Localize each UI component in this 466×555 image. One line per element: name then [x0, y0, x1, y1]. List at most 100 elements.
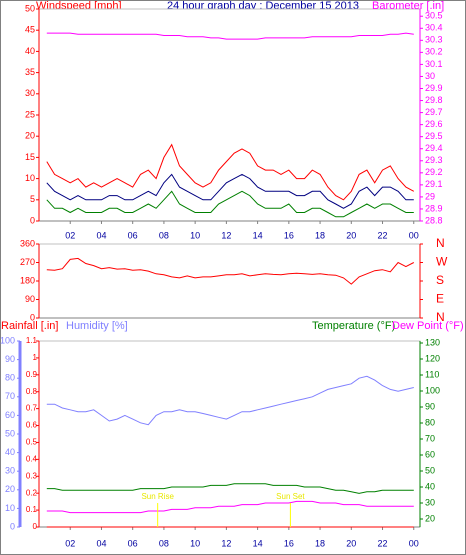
y-tick-label: 40: [5, 447, 15, 457]
y-tick-label: 29: [425, 191, 435, 201]
series-line: [46, 483, 414, 494]
plot-area: [38, 243, 421, 319]
y-tick-label: 30: [425, 497, 435, 507]
series-line: [46, 500, 414, 514]
x-tick-label: 06: [128, 538, 138, 548]
y-tick-label: 29.9: [425, 83, 443, 93]
y-tick-label: 0.4: [26, 454, 38, 463]
y-tick-label: 90: [25, 294, 35, 304]
y-axis-title: Windspeed [mph]: [36, 0, 122, 12]
x-tick-label: 04: [96, 538, 106, 548]
y-tick-label: 29.3: [425, 155, 443, 165]
y-tick-label: 180: [20, 275, 35, 285]
y-tick-label: 30.1: [425, 59, 443, 69]
y-tick-label: 29.4: [425, 143, 443, 153]
x-tick-label: 00: [409, 538, 419, 548]
y-tick-label: 28.9: [425, 203, 443, 213]
y-tick-label: 90: [425, 401, 435, 411]
series-line: [46, 375, 414, 426]
y-tick-label: 30.2: [425, 47, 443, 57]
y-tick-label: N: [436, 236, 445, 250]
y-tick-label: 90: [5, 354, 15, 364]
x-tick-label: 08: [159, 230, 169, 240]
x-tick-label: 02: [65, 230, 75, 240]
annotation: Sun Rise: [141, 492, 174, 501]
y-tick-label: 360: [20, 238, 35, 248]
x-tick-label: 22: [378, 230, 388, 240]
y-tick-label: 0.2: [26, 488, 38, 497]
y-tick-label: 100: [425, 385, 440, 395]
y-tick-label: S: [436, 273, 444, 287]
x-tick-label: 18: [315, 230, 325, 240]
y-tick-label: 29.1: [425, 179, 443, 189]
y-tick-label: 0.5: [26, 438, 38, 447]
x-tick-label: 16: [284, 230, 294, 240]
x-tick-label: 14: [253, 538, 263, 548]
y-tick-label: 80: [425, 417, 435, 427]
x-tick-label: 16: [284, 538, 294, 548]
series-name: Rainfall [.in]: [1, 320, 58, 332]
y-tick-label: 40: [25, 46, 35, 56]
y-tick-label: 0: [33, 522, 38, 531]
y-tick-label: 0.8: [26, 387, 38, 396]
y-tick-label: 29.5: [425, 131, 443, 141]
y-tick-label: 0.1: [26, 505, 38, 514]
y-tick-label: 29.2: [425, 167, 443, 177]
y-tick-label: 0: [30, 215, 35, 225]
y-tick-label: 30.3: [425, 35, 443, 45]
x-tick-label: 10: [190, 230, 200, 240]
y-tick-label: 30.4: [425, 23, 443, 33]
y-tick-label: 40: [425, 481, 435, 491]
y-tick-label: 0.3: [26, 471, 38, 480]
y-tick-label: 30: [425, 71, 435, 81]
series-name: Temperature (°F): [312, 320, 395, 332]
y-tick-label: 15: [25, 152, 35, 162]
y-tick-label: 35: [25, 67, 35, 77]
y-tick-label: N: [436, 310, 445, 324]
series-name: Barometer [.in]: [372, 0, 444, 12]
y-tick-label: 29.7: [425, 107, 443, 117]
y-tick-label: 10: [5, 503, 15, 513]
y-tick-label: 30.5: [425, 11, 443, 21]
x-tick-label: 20: [346, 538, 356, 548]
y-tick-label: 30: [25, 88, 35, 98]
x-tick-label: 14: [253, 230, 263, 240]
y-tick-label: 29.8: [425, 95, 443, 105]
series-line: [46, 32, 414, 40]
y-tick-label: 30: [5, 466, 15, 476]
annotation: Sun Set: [276, 492, 305, 501]
y-tick-label: 25: [25, 109, 35, 119]
chart-title: 24 hour graph day : December 15 2013: [167, 0, 359, 12]
y-tick-label: E: [436, 292, 444, 306]
y-tick-label: 50: [5, 428, 15, 438]
x-tick-label: 18: [315, 538, 325, 548]
y-tick-label: 20: [25, 131, 35, 141]
y-tick-label: 0.7: [26, 404, 38, 413]
y-tick-label: 20: [5, 484, 15, 494]
y-tick-label: 1.1: [26, 336, 38, 345]
x-tick-label: 06: [128, 230, 138, 240]
plot-area: [38, 340, 421, 528]
y-tick-label: 0.9: [26, 370, 38, 379]
y-tick-label: W: [436, 255, 448, 269]
y-tick-label: 80: [5, 373, 15, 383]
series-name: Dew Point (°F): [392, 320, 464, 332]
y-tick-label: 110: [425, 369, 439, 379]
y-tick-label: 1: [33, 353, 38, 362]
y-tick-label: 0.6: [26, 421, 38, 430]
y-tick-label: 0: [30, 312, 35, 322]
y-tick-label: 45: [25, 25, 35, 35]
series-line: [46, 190, 414, 218]
x-tick-label: 02: [65, 538, 75, 548]
x-tick-label: 12: [221, 230, 231, 240]
y-tick-label: 70: [5, 391, 15, 401]
series-line: [46, 257, 415, 285]
x-tick-label: 22: [378, 538, 388, 548]
y-tick-label: 50: [425, 465, 435, 475]
series-line: [46, 143, 415, 201]
y-tick-label: 20: [425, 513, 435, 523]
x-tick-label: 04: [96, 230, 106, 240]
y-tick-label: 100: [0, 335, 15, 345]
series-line: [46, 173, 414, 209]
